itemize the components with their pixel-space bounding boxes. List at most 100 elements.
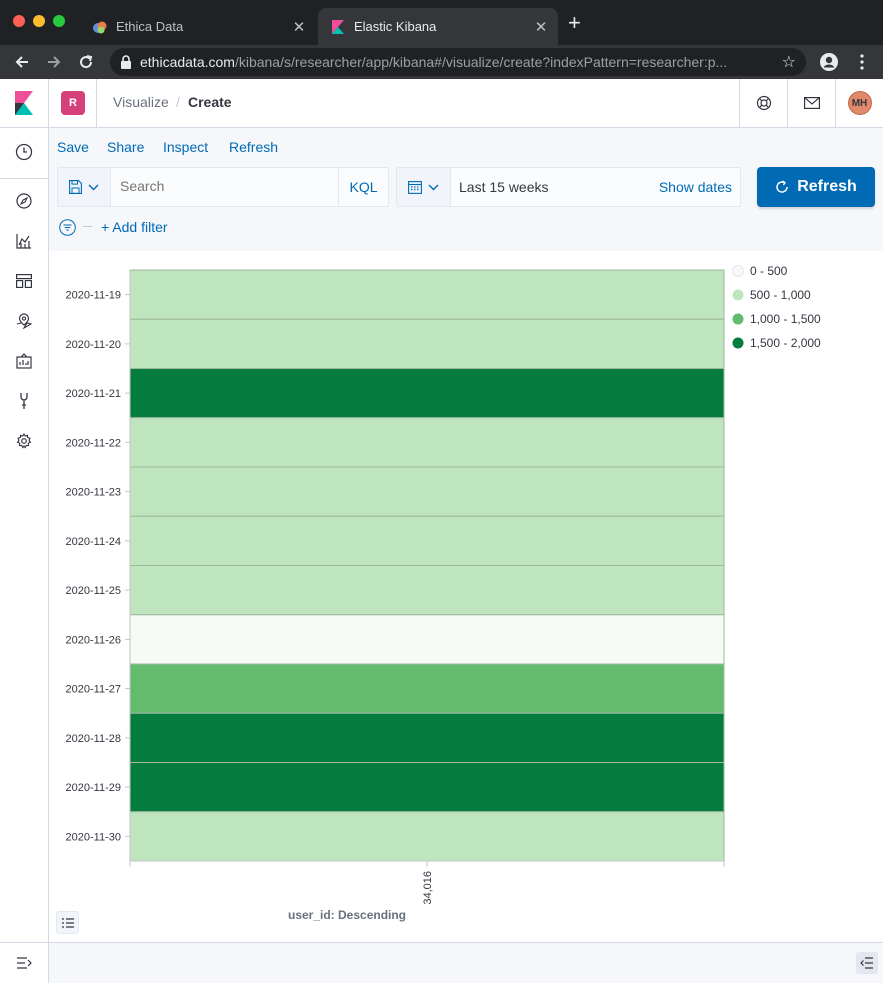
heatmap-cell[interactable] [129,663,725,714]
date-range-text[interactable]: Last 15 weeks [459,179,549,195]
profile-icon[interactable] [818,51,840,73]
heatmap-cell[interactable] [129,811,725,862]
reload-icon[interactable] [75,51,97,73]
heatmap-cell[interactable] [129,712,725,763]
management-gear-icon[interactable] [14,431,34,451]
legend-label: 500 - 1,000 [750,288,811,302]
save-disk-icon [69,180,82,194]
heatmap-cell[interactable] [129,417,725,468]
legend-swatch [732,289,744,301]
canvas-icon[interactable] [14,351,34,371]
list-icon [61,917,74,928]
recently-viewed-clock-icon[interactable] [14,142,34,162]
legend-toggle-button[interactable] [56,911,79,934]
x-tick-label: 34,016 [422,871,434,905]
browser-toolbar: ethicadata.com/kibana/s/researcher/app/k… [0,45,883,79]
heatmap-cell[interactable] [129,614,725,665]
window-close-button[interactable] [13,15,25,27]
browser-tab-ethica[interactable]: Ethica Data ✕ [80,8,316,45]
heatmap-cell[interactable] [129,565,725,616]
bottom-bar [49,942,883,983]
new-tab-icon[interactable]: + [568,10,581,35]
kibana-favicon-icon [332,19,344,34]
header-divider [787,79,788,127]
tab-close-icon[interactable]: ✕ [534,18,548,36]
search-input[interactable] [120,178,330,194]
visualize-chart-icon[interactable] [14,231,34,251]
filter-options-icon[interactable] [59,219,76,236]
legend-item[interactable]: 0 - 500 [732,264,788,278]
bookmark-star-icon[interactable]: ☆ [781,54,796,71]
kibana-logo-icon[interactable] [0,79,49,127]
y-tick-label: 2020-11-23 [66,487,121,499]
breadcrumb-separator: / [176,94,180,110]
legend-item[interactable]: 1,500 - 2,000 [732,336,822,350]
refresh-icon [776,180,788,193]
filter-divider [83,226,92,227]
y-tick-label: 2020-11-29 [66,782,121,794]
legend-swatch [732,337,744,349]
discover-compass-icon[interactable] [14,191,34,211]
query-bar: Save Share Inspect Refresh KQL Last 15 w… [49,128,883,251]
calendar-icon [408,181,422,194]
avatar[interactable]: MH [847,91,872,115]
back-icon[interactable] [11,51,33,73]
dashboard-icon[interactable] [14,271,34,291]
add-filter-button[interactable]: + Add filter [101,219,168,235]
refresh-button[interactable]: Refresh [757,167,875,207]
browser-tab-kibana[interactable]: Elastic Kibana ✕ [318,8,558,45]
maps-icon[interactable] [14,311,34,331]
y-tick-label: 2020-11-25 [66,585,121,597]
tab-close-icon[interactable]: ✕ [292,18,306,36]
space-avatar[interactable]: R [61,91,85,115]
y-tick-label: 2020-11-20 [66,339,121,351]
dock-navigation-icon[interactable] [0,942,48,983]
quick-select-button[interactable] [397,168,451,206]
url-text: ethicadata.com/kibana/s/researcher/app/k… [140,54,782,70]
ethica-favicon-icon [93,21,107,33]
saved-queries-button[interactable] [58,168,111,206]
legend-item[interactable]: 1,000 - 1,500 [732,312,822,326]
legend-label: 0 - 500 [750,264,788,278]
legend-label: 1,500 - 2,000 [750,336,821,350]
y-tick-label: 2020-11-24 [66,536,121,548]
collapse-sidebar-icon[interactable] [856,952,878,974]
share-link[interactable]: Share [107,139,145,155]
newsfeed-mail-icon[interactable] [788,79,835,127]
browser-menu-icon[interactable] [851,51,873,73]
search-group: KQL [57,167,389,207]
dev-tools-wrench-icon[interactable] [14,391,34,411]
date-picker: Last 15 weeks Show dates [396,167,741,207]
refresh-link[interactable]: Refresh [229,139,279,155]
legend: 0 - 500 500 - 1,000 1,000 - 1,500 1,500 - 2… [732,264,822,350]
user-menu[interactable]: MH [836,79,883,127]
y-axis: 2020-11-19 2020-11-20 2020-11-21 2020-11-22… [66,270,131,861]
heatmap-cell[interactable] [129,368,725,419]
inspect-link[interactable]: Inspect [163,139,209,155]
legend-label: 1,000 - 1,500 [750,312,821,326]
show-dates-link[interactable]: Show dates [658,179,732,195]
legend-swatch [732,313,744,325]
chevron-down-icon [428,184,439,190]
breadcrumb-visualize[interactable]: Visualize [113,94,169,110]
legend-item[interactable]: 500 - 1,000 [732,288,812,302]
heatmap-cell[interactable] [129,318,725,369]
address-bar[interactable]: ethicadata.com/kibana/s/researcher/app/k… [110,48,806,76]
help-icon[interactable] [740,79,787,127]
heatmap-chart: 2020-11-19 2020-11-20 2020-11-21 2020-11-22… [66,264,822,922]
visualization-panel: 2020-11-19 2020-11-20 2020-11-21 2020-11-22… [49,251,883,942]
heatmap-cell[interactable] [129,762,725,813]
forward-icon[interactable] [43,51,65,73]
heatmap-cell[interactable] [129,466,725,517]
heatmap-cell[interactable] [129,269,725,320]
side-nav [0,128,49,983]
heatmap-cell[interactable] [129,515,725,566]
query-language-button[interactable]: KQL [338,168,388,206]
header-divider [739,79,740,127]
window-minimize-button[interactable] [33,15,45,27]
kibana-header: R Visualize / Create MH [0,79,883,128]
y-tick-label: 2020-11-28 [66,733,121,745]
window-zoom-button[interactable] [53,15,65,27]
save-link[interactable]: Save [57,139,89,155]
heatmap-cells [129,269,725,862]
